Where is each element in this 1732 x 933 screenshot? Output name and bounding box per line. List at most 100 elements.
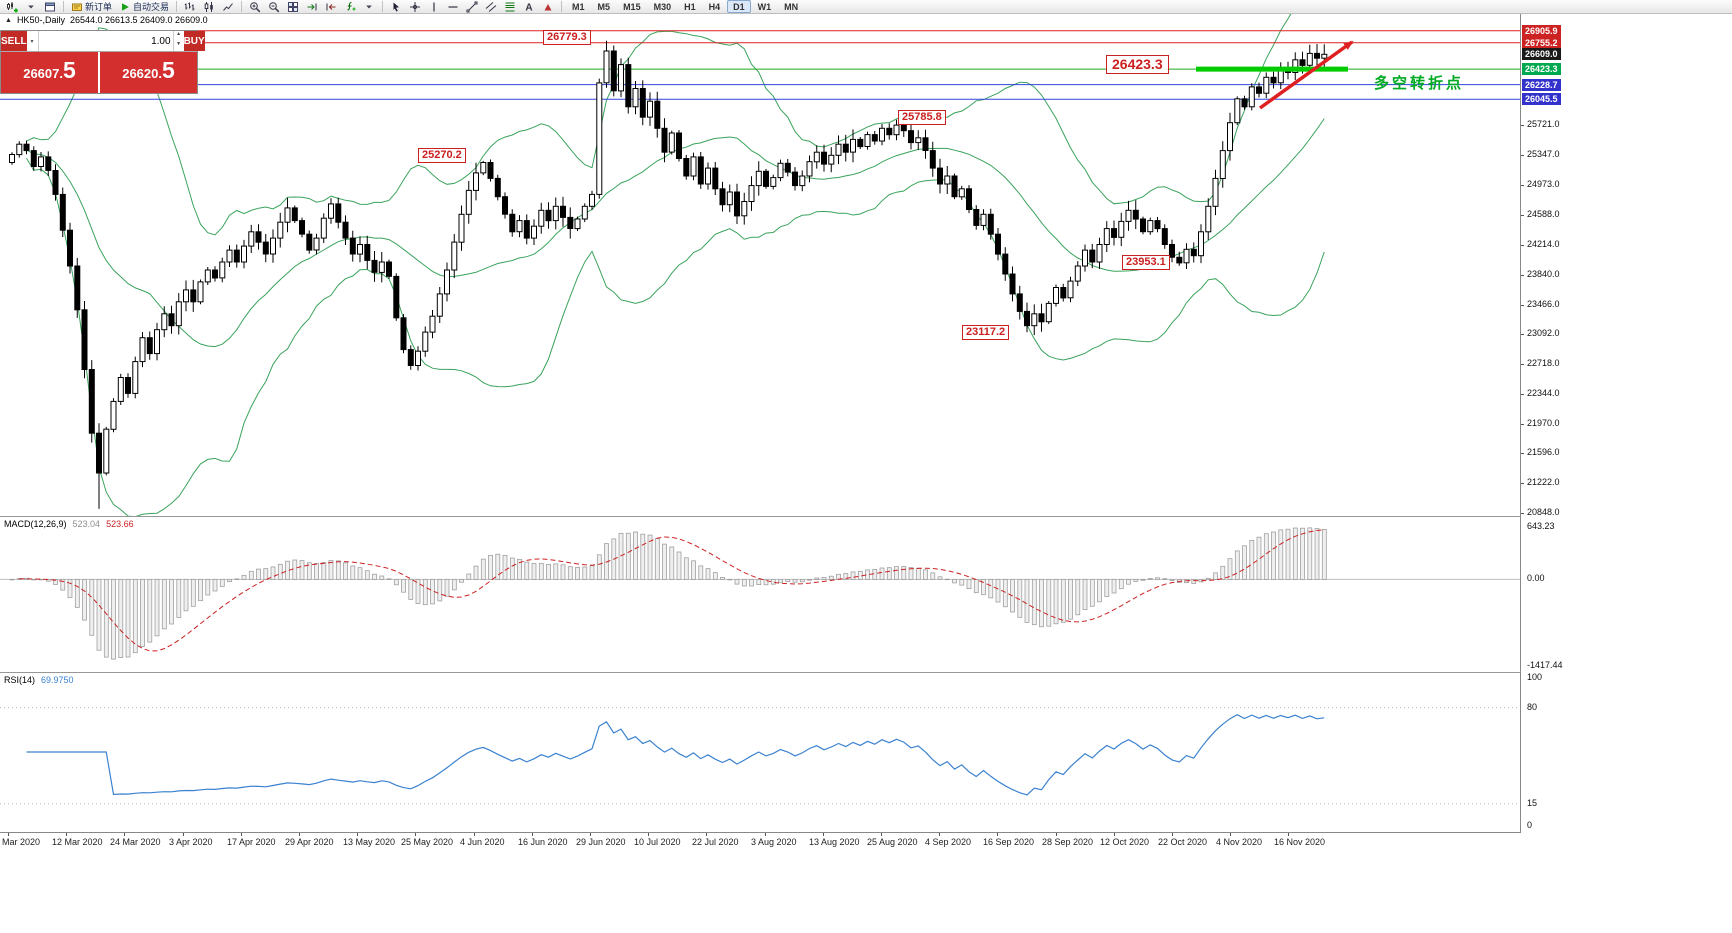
new-chart-button[interactable] <box>3 0 21 13</box>
price-axis[interactable]: 25721.0 25347.0 24973.0 24588.0 24214.0 23840… <box>1520 14 1584 848</box>
price-tick-label: 24214.0 <box>1527 239 1560 249</box>
volume-down-button[interactable]: ▼ <box>176 41 182 47</box>
price-callout[interactable]: 26423.3 <box>1106 55 1169 74</box>
autotrading-button[interactable]: 自动交易 <box>116 0 172 13</box>
trade-controls-row: SELL ▾ ▲ ▼ BUY <box>1 31 205 52</box>
price-level-badge: 26045.5 <box>1522 93 1561 105</box>
main-toolbar: 新订单 自动交易 A M1 M5 M15 M30 H1 H4 D1 W1 MN <box>0 0 1732 14</box>
timeframe-m15-button-label: M15 <box>623 1 641 12</box>
horizontal-line-button[interactable] <box>444 0 462 13</box>
timeframe-m5-button[interactable]: M5 <box>592 0 617 13</box>
date-label: 25 May 2020 <box>401 837 454 847</box>
axis-tick <box>1521 424 1524 425</box>
axis-tick <box>1521 513 1524 514</box>
timeframe-d1-button-label: D1 <box>733 1 745 12</box>
macd-indicator-panel[interactable] <box>0 517 1520 672</box>
date-tick <box>1230 833 1231 836</box>
rsi-value: 69.9750 <box>41 675 74 685</box>
timeframe-d1-button[interactable]: D1 <box>727 0 751 13</box>
collapse-triangle-icon[interactable]: ▲ <box>5 16 12 24</box>
macd-signal-value: 523.66 <box>106 519 134 529</box>
sell-price-button[interactable]: 26607. 5 <box>1 52 98 93</box>
date-tick <box>124 833 125 836</box>
price-callout[interactable]: 25270.2 <box>418 148 466 163</box>
timeframe-w1-button[interactable]: W1 <box>752 0 778 13</box>
panel-separator[interactable] <box>0 672 1584 673</box>
candlestick-chart-button[interactable] <box>200 0 218 13</box>
buy-price-button[interactable]: 26620. 5 <box>98 52 197 93</box>
time-axis[interactable]: Mar 2020 12 Mar 2020 24 Mar 2020 3 Apr 2020… <box>0 832 1521 848</box>
date-label: 24 Mar 2020 <box>110 837 161 847</box>
date-label: 16 Nov 2020 <box>1274 837 1326 847</box>
sell-button[interactable]: SELL <box>1 31 27 51</box>
date-tick <box>765 833 766 836</box>
timeframe-m15-button[interactable]: M15 <box>617 0 647 13</box>
timeframe-mn-button[interactable]: MN <box>778 0 804 13</box>
caret-down-icon <box>366 5 372 8</box>
trade-price-row: 26607. 5 26620. 5 <box>1 52 197 93</box>
indicators-dropdown[interactable] <box>360 0 378 13</box>
rsi-indicator-panel[interactable] <box>0 673 1520 832</box>
date-tick <box>648 833 649 836</box>
panel-separator[interactable] <box>0 516 1584 517</box>
volume-input[interactable] <box>38 31 173 51</box>
caret-down-icon <box>28 5 34 8</box>
price-callout[interactable]: 23117.2 <box>962 325 1010 340</box>
rsi-line <box>26 714 1325 796</box>
timeframe-h4-button[interactable]: H4 <box>703 0 727 13</box>
date-tick <box>1172 833 1173 836</box>
cursor-button[interactable] <box>387 0 405 13</box>
new-order-button-label: 新订单 <box>85 2 113 12</box>
buy-button[interactable]: BUY <box>183 31 205 51</box>
arrows-button[interactable] <box>539 0 557 13</box>
date-label: 4 Jun 2020 <box>460 837 505 847</box>
toolbar-separator <box>241 1 243 12</box>
axis-tick <box>1521 483 1524 484</box>
price-tick-label: 23092.0 <box>1527 328 1560 338</box>
zoom-in-icon <box>250 1 261 12</box>
date-tick <box>474 833 475 836</box>
toolbar-separator <box>176 1 178 12</box>
horizontal-level-lines[interactable] <box>0 30 1520 100</box>
price-callout[interactable]: 25785.8 <box>898 110 946 125</box>
zoom-in-button[interactable] <box>246 0 264 13</box>
trend-arrow[interactable] <box>1258 40 1354 110</box>
tag-icon <box>72 3 82 11</box>
rsi-name: RSI(14) <box>4 675 36 685</box>
hline-icon <box>448 5 458 8</box>
new-chart-dropdown[interactable] <box>22 0 40 13</box>
price-callout[interactable]: 26779.3 <box>543 30 591 45</box>
volume-dropdown-icon[interactable]: ▾ <box>27 31 39 51</box>
turning-point-label[interactable]: 多空转折点 <box>1374 75 1465 92</box>
rsi-axis-label: 100 <box>1527 672 1543 682</box>
timeframe-m30-button[interactable]: M30 <box>648 0 678 13</box>
price-tick-label: 24588.0 <box>1527 209 1560 219</box>
axis-tick <box>1521 364 1524 365</box>
vertical-line-button[interactable] <box>425 0 443 13</box>
main-candlestick-chart[interactable] <box>0 14 1520 516</box>
buy-price-big-digit: 5 <box>161 57 175 83</box>
toolbar-separator <box>382 1 384 12</box>
profiles-button[interactable] <box>41 0 59 13</box>
trendline-button[interactable] <box>463 0 481 13</box>
chart-plus-icon <box>7 1 18 12</box>
new-order-button[interactable]: 新订单 <box>68 0 115 13</box>
line-chart-button[interactable] <box>219 0 237 13</box>
rsi-axis-label: 15 <box>1527 798 1538 808</box>
auto-scroll-button[interactable] <box>303 0 321 13</box>
price-callout[interactable]: 23953.1 <box>1122 255 1170 270</box>
fibonacci-button[interactable] <box>501 0 519 13</box>
volume-up-button[interactable]: ▲ <box>176 31 182 37</box>
zoom-out-button[interactable] <box>265 0 283 13</box>
channel-button[interactable] <box>482 0 500 13</box>
crosshair-button[interactable] <box>406 0 424 13</box>
bar-chart-button[interactable] <box>181 0 199 13</box>
timeframe-h1-button[interactable]: H1 <box>678 0 702 13</box>
chart-shift-button[interactable] <box>322 0 340 13</box>
tile-windows-button[interactable] <box>284 0 302 13</box>
timeframe-m1-button[interactable]: M1 <box>566 0 591 13</box>
date-tick <box>997 833 998 836</box>
axis-tick <box>1521 215 1524 216</box>
text-label-button[interactable]: A <box>520 0 538 13</box>
indicators-button[interactable] <box>341 0 359 13</box>
